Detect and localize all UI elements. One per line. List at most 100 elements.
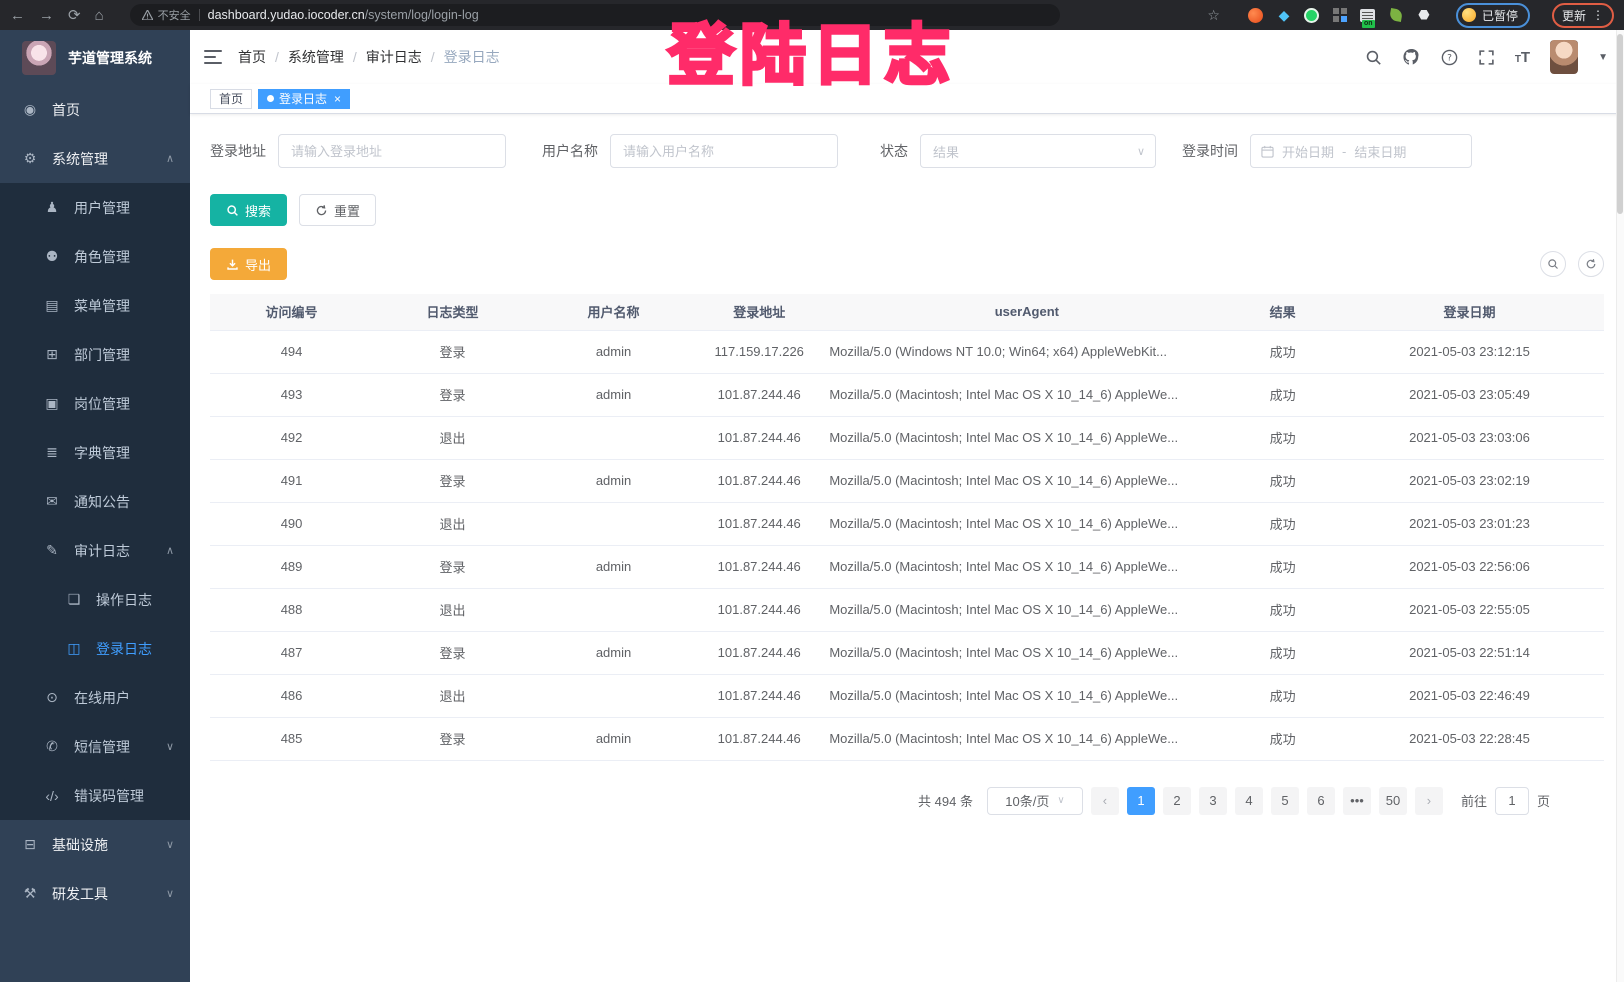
table-row[interactable]: 493 登录 admin 101.87.244.46 Mozilla/5.0 (Maci… [210, 373, 1604, 417]
table-row[interactable]: 485 登录 admin 101.87.244.46 Mozilla/5.0 (Maci… [210, 717, 1604, 761]
sidebar-item-infrastructure[interactable]: ⊟ 基础设施 ∨ [0, 820, 190, 869]
bookmark-star-icon[interactable]: ☆ [1207, 6, 1220, 23]
login-log-icon: ◫ [67, 640, 81, 656]
table-row[interactable]: 486 退出 101.87.244.46 Mozilla/5.0 (Macintosh… [210, 674, 1604, 718]
extension-leaf-icon[interactable] [1389, 8, 1403, 22]
pagination: 共 494 条 10条/页 ∨ ‹ 1 2 3 4 5 6 ••• 50 › 前… [210, 786, 1604, 815]
sidebar-item-posts[interactable]: ▣ 岗位管理 [0, 379, 190, 428]
sidebar-toggle-icon[interactable] [204, 50, 222, 64]
browser-update-button[interactable]: 更新 ⋮ [1551, 2, 1614, 28]
browser-reload-icon[interactable]: ⟳ [68, 6, 81, 24]
search-button[interactable]: 搜索 [210, 194, 288, 226]
tag-home[interactable]: 首页 [210, 88, 253, 109]
table-row[interactable]: 492 退出 101.87.244.46 Mozilla/5.0 (Macintosh… [210, 416, 1604, 460]
table-row[interactable]: 494 登录 admin 117.159.17.226 Mozilla/5.0 (Win… [210, 330, 1604, 374]
prev-page-button[interactable]: ‹ [1090, 786, 1119, 815]
login-address-input[interactable] [278, 134, 506, 168]
col-header-ip: 登录地址 [695, 294, 824, 331]
sidebar-logo[interactable]: 芋道管理系统 [0, 30, 190, 85]
page-ellipsis-button[interactable]: ••• [1342, 786, 1371, 815]
sidebar-item-users[interactable]: ♟ 用户管理 [0, 183, 190, 232]
dictionary-icon: ≣ [46, 444, 58, 460]
page-button-3[interactable]: 3 [1198, 786, 1227, 815]
active-tag-dot [267, 95, 275, 102]
sidebar-item-system[interactable]: ⚙ 系统管理 ∧ [23, 150, 174, 167]
chevron-down-icon: ∨ [165, 888, 174, 900]
show-search-toggle-button[interactable] [1540, 251, 1566, 277]
extensions-puzzle-icon[interactable]: ⬣ [1418, 7, 1430, 22]
table-row[interactable]: 490 退出 101.87.244.46 Mozilla/5.0 (Macintosh… [210, 502, 1604, 546]
chevron-down-icon: ∨ [1136, 145, 1145, 158]
page-button-5[interactable]: 5 [1270, 786, 1299, 815]
sidebar-item-notices[interactable]: ✉ 通知公告 [0, 477, 190, 526]
github-icon[interactable] [1402, 48, 1421, 66]
next-page-button[interactable]: › [1414, 786, 1443, 815]
page-button-1[interactable]: 1 [1126, 786, 1155, 815]
page-button-2[interactable]: 2 [1162, 786, 1191, 815]
sidebar-item-dev-tools[interactable]: ⚒ 研发工具 ∨ [23, 885, 174, 902]
table-row[interactable]: 487 登录 admin 101.87.244.46 Mozilla/5.0 (Maci… [210, 631, 1604, 675]
page-size-select[interactable]: 10条/页 ∨ [986, 786, 1083, 815]
chevron-up-icon: ∧ [165, 153, 174, 165]
page-button-4[interactable]: 4 [1234, 786, 1263, 815]
sidebar-item-audit-log[interactable]: ✎ 审计日志 ∧ [0, 526, 190, 575]
user-icon: ♟ [45, 199, 59, 215]
table-row[interactable]: 488 退出 101.87.244.46 Mozilla/5.0 (Macintosh… [210, 588, 1604, 632]
tag-login-log[interactable]: 登录日志 × [258, 88, 351, 109]
address-bar[interactable]: 不安全 dashboard.yudao.iocoder.cn/system/lo… [129, 4, 1060, 26]
login-time-range-picker[interactable]: 开始日期 - 结束日期 [1250, 134, 1472, 168]
page-button-6[interactable]: 6 [1306, 786, 1335, 815]
sidebar-item-operation-log[interactable]: ❏ 操作日志 [0, 575, 190, 624]
font-size-icon[interactable]: TT [1514, 48, 1531, 66]
start-date-placeholder[interactable]: 开始日期 [1282, 144, 1335, 160]
browser-home-icon[interactable]: ⌂ [94, 6, 104, 24]
refresh-table-button[interactable] [1578, 251, 1604, 277]
col-header-useragent: userAgent [823, 294, 1231, 331]
sidebar-item-dictionary[interactable]: ≣ 字典管理 [0, 428, 190, 477]
profile-paused-badge[interactable]: 已暂停 [1455, 2, 1530, 28]
sidebar-item-departments[interactable]: ⊞ 部门管理 [0, 330, 190, 379]
breadcrumb-home[interactable]: 首页 [238, 49, 266, 65]
breadcrumb-audit-log[interactable]: 审计日志 [365, 49, 422, 65]
extension-list-icon[interactable]: on [1360, 7, 1376, 28]
security-warning[interactable]: 不安全 [141, 7, 191, 23]
scrollbar-thumb[interactable] [1617, 34, 1623, 214]
extension-gem-icon[interactable]: ◆ [1278, 6, 1290, 23]
export-button[interactable]: 导出 [210, 248, 288, 280]
app-navbar: 首页 / 系统管理 / 审计日志 / 登录日志 ? TT ▼ [190, 30, 1624, 84]
browser-menu-icon[interactable]: ⋮ [1592, 8, 1604, 22]
security-label: 不安全 [157, 10, 191, 22]
end-date-placeholder[interactable]: 结束日期 [1354, 144, 1407, 160]
reset-button[interactable]: 重置 [299, 194, 377, 226]
sidebar-item-menus[interactable]: ▤ 菜单管理 [0, 281, 190, 330]
sidebar-item-sms[interactable]: ✆ 短信管理 ∨ [0, 722, 190, 771]
table-row[interactable]: 489 登录 admin 101.87.244.46 Mozilla/5.0 (Maci… [210, 545, 1604, 589]
sidebar-item-error-codes[interactable]: ‹/› 错误码管理 [0, 771, 190, 820]
page-button-50[interactable]: 50 [1378, 786, 1407, 815]
fullscreen-icon[interactable] [1478, 49, 1495, 66]
extension-grid-icon[interactable] [1332, 8, 1347, 22]
user-avatar[interactable] [1550, 40, 1579, 74]
avatar-caret-icon[interactable]: ▼ [1598, 51, 1608, 63]
status-select[interactable]: 结果 ∨ [920, 134, 1156, 168]
goto-page-input[interactable] [1494, 786, 1529, 815]
extension-orange-icon[interactable] [1248, 7, 1264, 23]
sidebar-item-home[interactable]: ◉ 首页 [23, 101, 80, 118]
browser-forward-icon[interactable]: → [39, 6, 54, 24]
page-scrollbar[interactable] [1616, 30, 1624, 982]
browser-back-icon[interactable]: ← [10, 6, 25, 24]
browser-toolbar: ← → ⟳ ⌂ 不安全 dashboard.yudao.iocoder.cn/s… [0, 0, 1624, 30]
close-icon[interactable]: × [334, 91, 342, 106]
col-header-user: 用户名称 [532, 294, 696, 331]
breadcrumb-system[interactable]: 系统管理 [287, 49, 344, 65]
username-input[interactable] [610, 134, 838, 168]
username-label: 用户名称 [542, 143, 598, 159]
tags-view-bar: 首页 登录日志 × [190, 84, 1624, 114]
extension-green-circle-icon[interactable] [1304, 7, 1320, 23]
sidebar-item-roles[interactable]: ⚉ 角色管理 [0, 232, 190, 281]
sidebar-item-online-users[interactable]: ⊙ 在线用户 [0, 673, 190, 722]
table-row[interactable]: 491 登录 admin 101.87.244.46 Mozilla/5.0 (Maci… [210, 459, 1604, 503]
help-icon[interactable]: ? [1441, 49, 1458, 66]
sidebar-item-login-log[interactable]: ◫ 登录日志 [0, 624, 190, 673]
search-icon[interactable] [1365, 49, 1382, 66]
